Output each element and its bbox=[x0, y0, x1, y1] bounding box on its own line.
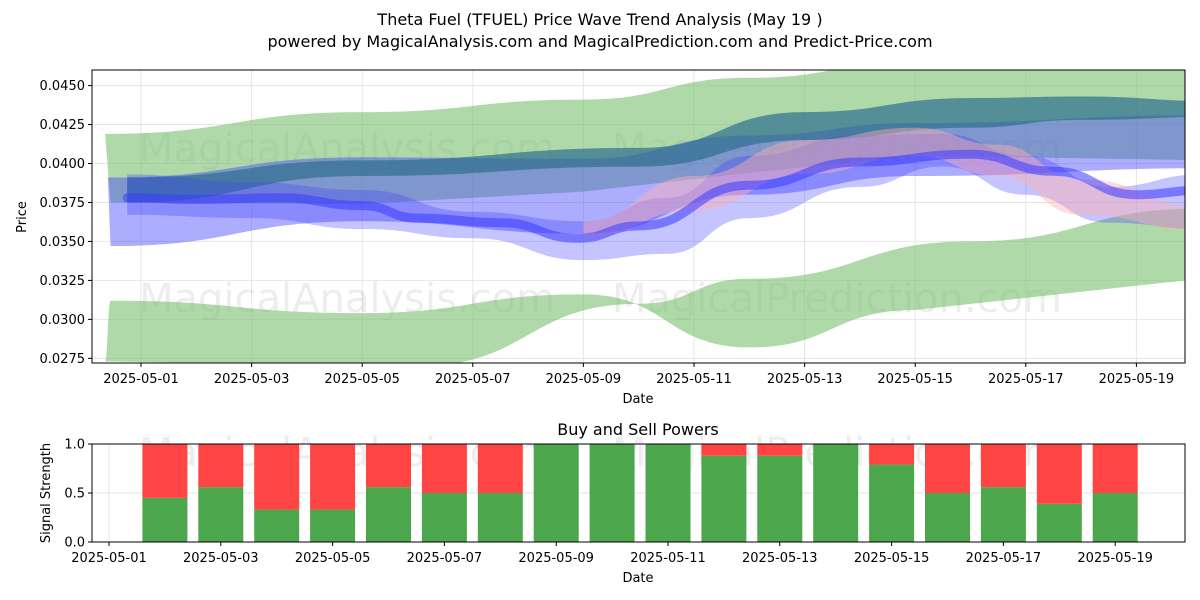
dark-band-area bbox=[127, 96, 1185, 203]
buy-sell-bars bbox=[142, 444, 1138, 542]
sell-bar bbox=[254, 444, 300, 510]
price-x-tick-label: 2025-05-13 bbox=[767, 372, 843, 387]
price-x-tick-label: 2025-05-19 bbox=[1099, 372, 1175, 387]
green-band-lower-area bbox=[105, 208, 1185, 363]
sell-bar bbox=[925, 444, 970, 493]
price-y-tick-label: 0.0375 bbox=[40, 196, 86, 211]
sell-bar bbox=[198, 444, 244, 488]
buy-bar bbox=[980, 487, 1026, 542]
price-x-tick-label: 2025-05-01 bbox=[103, 372, 179, 387]
price-x-tick-label: 2025-05-15 bbox=[877, 372, 953, 387]
buy-bar bbox=[310, 509, 356, 542]
buy-sell-x-tick-label: 2025-05-03 bbox=[183, 551, 259, 566]
sell-bar bbox=[366, 444, 411, 488]
buy-sell-y-tick-label: 0.5 bbox=[64, 487, 85, 502]
buy-bar bbox=[701, 455, 747, 542]
price-y-tick-label: 0.0275 bbox=[40, 352, 86, 367]
blue-wave-area bbox=[127, 133, 1185, 261]
price-plot-frame bbox=[91, 69, 1186, 364]
price-x-tick-label: 2025-05-09 bbox=[546, 372, 622, 387]
price-y-tick-label: 0.0450 bbox=[40, 79, 86, 94]
blue-band-area bbox=[107, 115, 1185, 247]
pink-band-area bbox=[583, 127, 1185, 239]
buy-sell-y-tick-label: 1.0 bbox=[64, 438, 85, 453]
price-y-tick-label: 0.0325 bbox=[40, 274, 86, 289]
buy-bar bbox=[589, 444, 635, 542]
price-x-tick-label: 2025-05-07 bbox=[435, 372, 511, 387]
sell-bar bbox=[1092, 444, 1138, 493]
buy-sell-x-tick-label: 2025-05-05 bbox=[295, 551, 371, 566]
price-x-axis-label: Date bbox=[622, 392, 653, 407]
buy-sell-chart: Buy and Sell Powers MagicalAnalysis.comM… bbox=[39, 420, 1186, 586]
main-price-line bbox=[122, 149, 1185, 243]
buy-bar bbox=[366, 487, 411, 542]
price-bands bbox=[105, 70, 1185, 363]
price-y-axis-label: Price bbox=[15, 201, 30, 233]
chart-title: Theta Fuel (TFUEL) Price Wave Trend Anal… bbox=[376, 10, 822, 29]
price-y-tick-label: 0.0400 bbox=[40, 157, 86, 172]
price-y-tick-label: 0.0425 bbox=[40, 118, 86, 133]
buy-bar bbox=[142, 497, 188, 542]
buy-sell-x-tick-label: 2025-05-01 bbox=[71, 551, 147, 566]
sell-bar bbox=[477, 444, 523, 493]
sell-bar bbox=[980, 444, 1026, 488]
price-chart: MagicalAnalysis.comMagicalPrediction.com… bbox=[15, 69, 1186, 407]
sell-bar bbox=[701, 444, 747, 456]
buy-sell-x-tick-label: 2025-05-19 bbox=[1077, 551, 1153, 566]
buy-bar bbox=[1036, 503, 1082, 542]
sell-bar bbox=[869, 444, 915, 465]
buy-bar bbox=[477, 493, 523, 542]
buy-bar bbox=[645, 444, 691, 542]
buy-sell-x-tick-label: 2025-05-09 bbox=[518, 551, 594, 566]
buy-sell-x-axis-label: Date bbox=[622, 571, 653, 586]
price-x-tick-label: 2025-05-03 bbox=[214, 372, 290, 387]
price-y-tick-label: 0.0300 bbox=[40, 313, 86, 328]
buy-sell-title: Buy and Sell Powers bbox=[557, 420, 719, 439]
price-x-tick-label: 2025-05-17 bbox=[988, 372, 1064, 387]
buy-sell-x-tick-label: 2025-05-15 bbox=[854, 551, 930, 566]
buy-bar bbox=[421, 493, 467, 542]
buy-sell-x-tick-label: 2025-05-17 bbox=[966, 551, 1042, 566]
buy-bar bbox=[757, 455, 803, 542]
buy-bar bbox=[925, 493, 970, 542]
buy-sell-axes: 0.0 0.5 1.0 2025-05-01 2025-05-03 2025-05-05 2… bbox=[64, 438, 1153, 567]
sell-bar bbox=[310, 444, 356, 510]
sell-bar bbox=[1036, 444, 1082, 504]
buy-bar bbox=[869, 464, 915, 542]
buy-sell-x-tick-label: 2025-05-07 bbox=[407, 551, 483, 566]
price-x-tick-label: 2025-05-05 bbox=[324, 372, 400, 387]
buy-sell-y-tick-label: 0.0 bbox=[64, 536, 85, 551]
sell-bar bbox=[142, 444, 188, 498]
sell-bar bbox=[421, 444, 467, 493]
price-x-tick-label: 2025-05-11 bbox=[656, 372, 732, 387]
price-axes: 0.0275 0.0300 0.0325 0.0350 0.0375 0.0400 0.04… bbox=[40, 79, 1175, 387]
price-y-tick-label: 0.0350 bbox=[40, 235, 86, 250]
chart-subtitle: powered by MagicalAnalysis.com and Magic… bbox=[267, 32, 932, 51]
buy-bar bbox=[813, 444, 859, 542]
buy-sell-x-tick-label: 2025-05-13 bbox=[742, 551, 818, 566]
buy-bar bbox=[198, 487, 244, 542]
buy-sell-x-tick-label: 2025-05-11 bbox=[630, 551, 706, 566]
buy-bar bbox=[254, 509, 300, 542]
buy-bar bbox=[533, 444, 579, 542]
buy-sell-y-axis-label: Signal Strength bbox=[39, 443, 54, 543]
buy-bar bbox=[1092, 493, 1138, 542]
sell-bar bbox=[757, 444, 803, 456]
